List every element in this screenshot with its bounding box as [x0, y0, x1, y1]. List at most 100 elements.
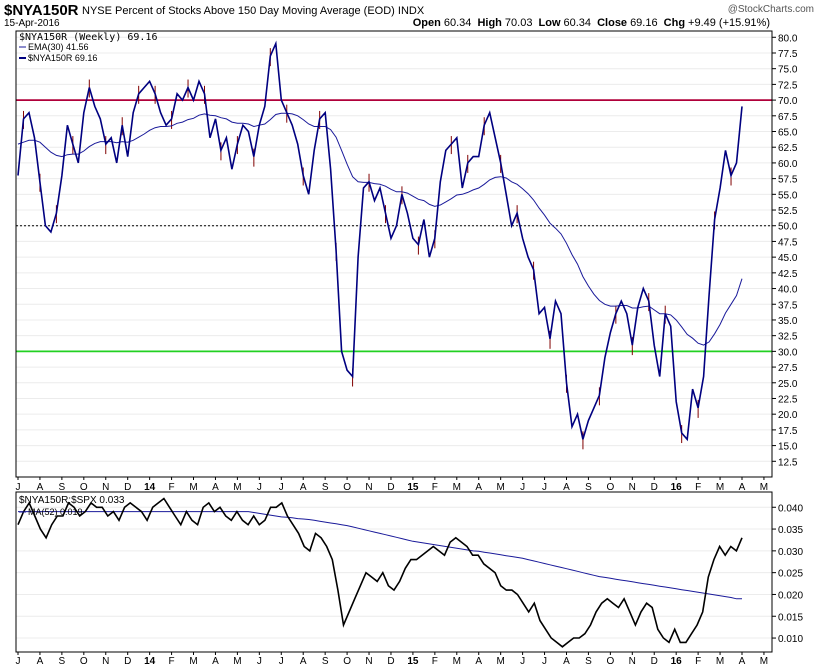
- low-label: Low: [538, 17, 561, 29]
- main-y-tick-label: 22.5: [778, 394, 798, 405]
- main-panel: 80.0 77.5 75.0 72.5 70.0 67.5 65.0 62.5 60.0 57.5…: [15, 30, 798, 493]
- main-x-tick-label: N: [102, 482, 109, 493]
- ratio-x-tick-label: A: [739, 656, 746, 667]
- main-x-tick-label: J: [16, 482, 21, 493]
- ratio-legend: $NYA150R:$SPX 0.033 MA(52) 0.019: [19, 495, 125, 517]
- main-y-tick-label: 80.0: [778, 33, 798, 44]
- legend-ema: EMA(30) 41.56: [28, 42, 89, 52]
- ratio-x-tick-label: D: [387, 656, 394, 667]
- ratio-panel: 0.040 0.035 0.030 0.025 0.020 0.015 0.010 J A S O…: [15, 491, 803, 667]
- main-y-tick-label: 20.0: [778, 410, 798, 421]
- low-value: 60.34: [563, 17, 592, 29]
- open-value: 60.34: [443, 17, 472, 29]
- main-x-tick-label: S: [585, 482, 592, 493]
- ratio-x-tick-label: M: [189, 656, 197, 667]
- ratio-x-tick-label: O: [343, 656, 351, 667]
- legend-price: $NYA150R 69.16: [28, 53, 97, 63]
- main-x-tick-label: 14: [144, 482, 156, 493]
- ratio-ma-line: [18, 511, 742, 600]
- ratio-x-tick-label: S: [585, 656, 592, 667]
- ratio-x-tick-label: M: [453, 656, 461, 667]
- main-y-tick-label: 37.5: [778, 300, 798, 311]
- ratio-x-tick-label: S: [322, 656, 329, 667]
- main-x-axis: J A S O N D 14 F M A M J J A S O N D 15 F M A M J J A S O N D 16 F M A M: [16, 477, 768, 493]
- main-x-tick-label: S: [322, 482, 329, 493]
- ratio-y-axis: 0.040 0.035 0.030 0.025 0.020 0.015 0.010: [772, 503, 803, 645]
- main-y-tick-label: 17.5: [778, 426, 798, 437]
- main-x-tick-label: O: [343, 482, 351, 493]
- ratio-x-tick-label: N: [102, 656, 109, 667]
- ratio-x-tick-label: S: [59, 656, 66, 667]
- ratio-x-tick-label: D: [124, 656, 131, 667]
- ratio-x-tick-label: M: [496, 656, 504, 667]
- main-gridlines: [16, 36, 772, 462]
- main-x-tick-label: S: [59, 482, 66, 493]
- main-x-tick-label: O: [606, 482, 614, 493]
- main-y-tick-label: 57.5: [778, 175, 798, 186]
- ratio-y-tick-label: 0.010: [778, 634, 803, 645]
- main-y-tick-label: 77.5: [778, 49, 798, 60]
- quote-summary: Open 60.34 High 70.03 Low 60.34 Close 69.16 …: [410, 17, 770, 29]
- main-x-tick-label: A: [739, 482, 746, 493]
- high-label: High: [477, 17, 502, 29]
- main-x-tick-label: F: [695, 482, 701, 493]
- main-y-tick-label: 40.0: [778, 285, 798, 296]
- main-x-tick-label: A: [300, 482, 307, 493]
- main-x-tick-label: M: [233, 482, 241, 493]
- main-x-tick-label: J: [520, 482, 525, 493]
- main-y-tick-label: 15.0: [778, 442, 798, 453]
- main-y-tick-label: 47.5: [778, 237, 798, 248]
- main-x-tick-label: A: [212, 482, 219, 493]
- ratio-y-tick-label: 0.025: [778, 569, 803, 580]
- ratio-x-tick-label: 16: [671, 656, 683, 667]
- ratio-x-tick-label: J: [257, 656, 262, 667]
- main-wicks: [22, 48, 732, 450]
- main-x-tick-label: D: [124, 482, 131, 493]
- legend-ratio-ma: MA(52) 0.019: [28, 507, 83, 517]
- quote-date: 15-Apr-2016: [4, 18, 60, 29]
- ratio-y-tick-label: 0.030: [778, 547, 803, 558]
- main-x-tick-label: A: [37, 482, 44, 493]
- main-y-tick-label: 70.0: [778, 96, 798, 107]
- chart-header: $NYA150R NYSE Percent of Stocks Above 15…: [0, 0, 820, 32]
- main-x-tick-label: A: [475, 482, 482, 493]
- main-y-tick-label: 75.0: [778, 65, 798, 76]
- main-x-tick-label: M: [760, 482, 768, 493]
- ratio-x-tick-label: A: [212, 656, 219, 667]
- main-y-axis: 80.0 77.5 75.0 72.5 70.0 67.5 65.0 62.5 60.0 57.5…: [772, 33, 798, 468]
- legend-weekly: $NYA150R (Weekly) 69.16: [19, 32, 157, 43]
- ratio-y-tick-label: 0.035: [778, 525, 803, 536]
- ratio-x-tick-label: A: [300, 656, 307, 667]
- main-x-tick-label: F: [432, 482, 438, 493]
- ratio-x-axis: J A S O N D 14 F M A M J J A S O N D 15 F M A M J J A S O N D 16 F M A M: [16, 652, 768, 667]
- ratio-x-tick-label: J: [542, 656, 547, 667]
- main-y-tick-label: 35.0: [778, 316, 798, 327]
- main-y-tick-label: 12.5: [778, 457, 798, 468]
- ratio-x-tick-label: M: [760, 656, 768, 667]
- main-x-tick-label: D: [387, 482, 394, 493]
- main-x-tick-label: F: [169, 482, 175, 493]
- main-y-tick-label: 65.0: [778, 128, 798, 139]
- ratio-x-tick-label: M: [233, 656, 241, 667]
- ratio-y-tick-label: 0.015: [778, 612, 803, 623]
- ratio-x-tick-label: J: [520, 656, 525, 667]
- ratio-x-tick-label: J: [279, 656, 284, 667]
- ratio-panel-frame: [15, 491, 773, 653]
- ratio-x-tick-label: F: [695, 656, 701, 667]
- main-y-tick-label: 27.5: [778, 363, 798, 374]
- main-y-tick-label: 60.0: [778, 159, 798, 170]
- close-value: 69.16: [630, 17, 658, 29]
- main-x-tick-label: M: [496, 482, 504, 493]
- main-legend: $NYA150R (Weekly) 69.16 EMA(30) 41.56 $N…: [19, 32, 157, 63]
- main-x-tick-label: 15: [407, 482, 419, 493]
- chg-value: +9.49 (+15.91%): [688, 17, 770, 29]
- ratio-x-tick-label: O: [606, 656, 614, 667]
- main-y-tick-label: 50.0: [778, 222, 798, 233]
- ratio-x-tick-label: A: [563, 656, 570, 667]
- main-y-tick-label: 55.0: [778, 190, 798, 201]
- main-x-tick-label: J: [542, 482, 547, 493]
- ratio-x-tick-label: F: [169, 656, 175, 667]
- brand-watermark: @StockCharts.com: [727, 4, 814, 15]
- symbol-title: $NYA150R: [4, 2, 79, 19]
